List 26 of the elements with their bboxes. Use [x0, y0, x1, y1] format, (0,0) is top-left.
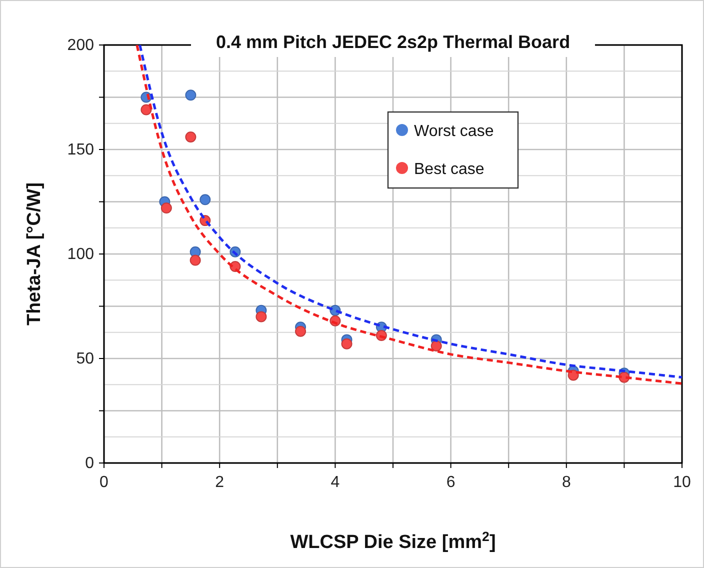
point — [160, 202, 172, 214]
y-tick-label: 0 — [85, 455, 94, 472]
x-tick-label: 10 — [673, 474, 691, 491]
y-tick-label: 150 — [67, 142, 94, 158]
chart-title: 0.4 mm Pitch JEDEC 2s2p Thermal Board — [216, 32, 570, 52]
y-tick-label: 200 — [67, 37, 94, 54]
x-tick-label: 6 — [446, 474, 456, 491]
legend-label: Best case — [414, 161, 484, 178]
point — [185, 90, 196, 101]
point — [185, 131, 196, 142]
point — [295, 326, 306, 337]
x-tick-label: 8 — [562, 474, 571, 491]
point — [256, 311, 267, 322]
legend-label: Worst case — [414, 123, 494, 140]
y-tick-label: 100 — [67, 246, 94, 263]
x-tick-label: 4 — [330, 474, 340, 491]
y-axis-title: Theta-JA [°C/W] — [24, 182, 45, 326]
point — [200, 194, 211, 206]
x-axis-title: WLCSP Die Size [mm$^{2}$] — [290, 528, 496, 553]
point — [140, 104, 152, 116]
y-tick-label: 50 — [76, 350, 94, 368]
point — [190, 254, 201, 266]
x-tick-label: 2 — [215, 474, 224, 491]
point — [341, 338, 352, 350]
x-tick-label: 0 — [100, 474, 109, 491]
point — [430, 340, 442, 352]
